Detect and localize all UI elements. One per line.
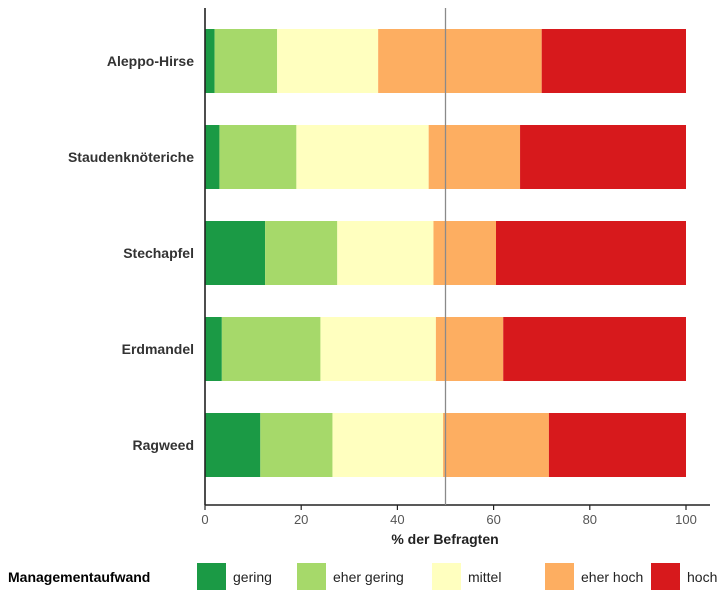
bar-ragweed-hoch	[548, 413, 686, 477]
category-label: Staudenknöteriche	[68, 149, 194, 165]
x-tick-label: 80	[583, 512, 597, 527]
x-ticks: 0 20 40 60 80 100	[201, 505, 697, 527]
bar-staudenknöteriche-hoch	[520, 125, 686, 189]
legend-swatch-gering	[197, 563, 226, 591]
bar-ragweed-eher-gering	[260, 413, 333, 477]
legend-swatch-mittel	[432, 563, 461, 591]
bar-ragweed-eher-hoch	[443, 413, 549, 477]
legend-swatch-eher-gering	[297, 563, 326, 591]
bar-ragweed-mittel	[332, 413, 444, 477]
bar-erdmandel-eher-hoch	[435, 317, 504, 381]
bar-ragweed-gering	[205, 413, 261, 477]
legend-swatch-eher-hoch	[545, 563, 574, 591]
bars-layer	[205, 29, 686, 477]
category-label: Stechapfel	[123, 245, 194, 261]
legend-title: Managementaufwand	[8, 569, 150, 585]
legend-swatch-hoch	[651, 563, 680, 591]
legend-label: hoch	[687, 569, 717, 585]
x-tick-label: 0	[201, 512, 208, 527]
bar-stechapfel-eher-hoch	[433, 221, 497, 285]
bar-aleppo-hirse-eher-gering	[214, 29, 278, 93]
bar-staudenknöteriche-eher-hoch	[428, 125, 521, 189]
bar-erdmandel-mittel	[320, 317, 436, 381]
legend-label: eher hoch	[581, 569, 643, 585]
legend-label: gering	[233, 569, 272, 585]
legend-label: eher gering	[333, 569, 404, 585]
bar-staudenknöteriche-mittel	[296, 125, 429, 189]
category-label: Ragweed	[133, 437, 194, 453]
category-labels: Aleppo-Hirse Staudenknöteriche Stechapfel E…	[68, 53, 194, 453]
x-tick-label: 100	[675, 512, 697, 527]
bar-erdmandel-gering	[205, 317, 222, 381]
category-label: Erdmandel	[122, 341, 194, 357]
axes-layer	[204, 8, 710, 506]
category-label: Aleppo-Hirse	[107, 53, 194, 69]
bar-aleppo-hirse-mittel	[277, 29, 379, 93]
bar-stechapfel-gering	[205, 221, 266, 285]
bar-aleppo-hirse-hoch	[541, 29, 686, 93]
x-tick-label: 60	[486, 512, 500, 527]
bar-stechapfel-eher-gering	[265, 221, 338, 285]
bar-staudenknöteriche-eher-gering	[219, 125, 297, 189]
bar-aleppo-hirse-eher-hoch	[378, 29, 542, 93]
legend: Managementaufwand gering eher gering mitte…	[8, 563, 717, 591]
bar-stechapfel-hoch	[496, 221, 686, 285]
legend-label: mittel	[468, 569, 501, 585]
x-axis-title: % der Befragten	[391, 531, 498, 547]
bar-aleppo-hirse-gering	[205, 29, 215, 93]
bar-stechapfel-mittel	[337, 221, 434, 285]
legend-items: gering eher gering mittel eher hoch hoch	[197, 563, 717, 591]
bar-staudenknöteriche-gering	[205, 125, 220, 189]
bar-erdmandel-eher-gering	[221, 317, 321, 381]
x-tick-label: 20	[294, 512, 308, 527]
bar-erdmandel-hoch	[503, 317, 686, 381]
x-tick-label: 40	[390, 512, 404, 527]
